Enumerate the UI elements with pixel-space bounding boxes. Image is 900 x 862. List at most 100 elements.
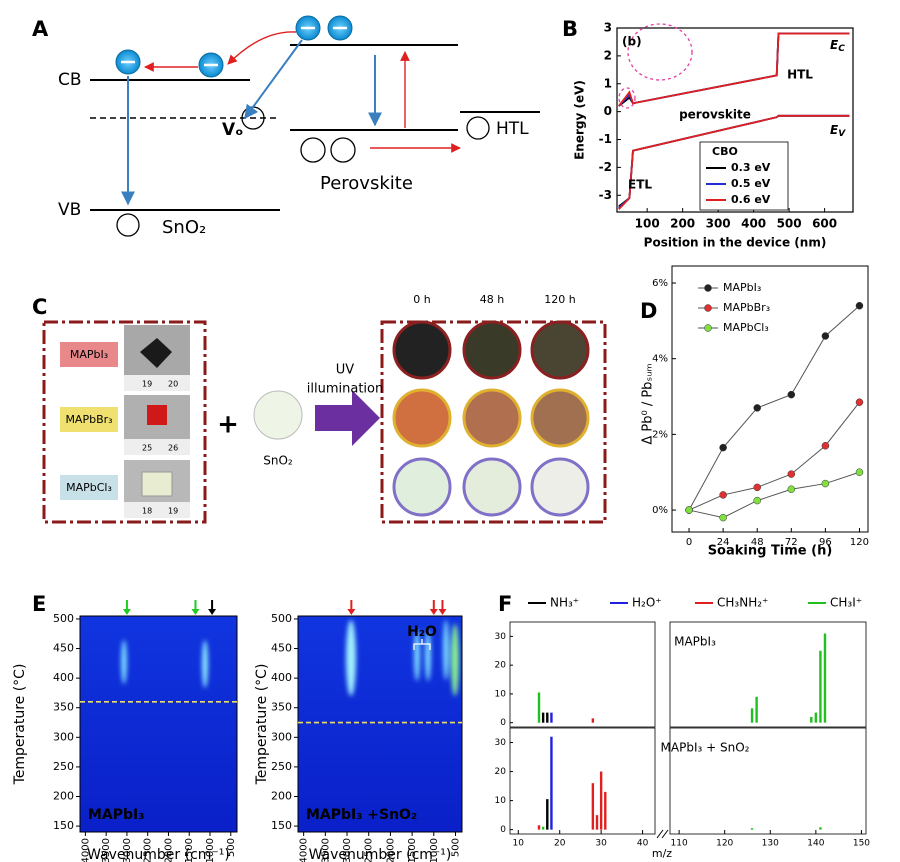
x-tick-label: 4000	[299, 838, 310, 862]
bar	[550, 712, 553, 723]
legend-label: MAPbI₃	[723, 281, 761, 294]
htl-label: HTL	[496, 119, 529, 139]
y-axis-label: Temperature (°C)	[12, 664, 28, 786]
y-tick-label: 2%	[652, 429, 668, 440]
plus: +	[217, 410, 239, 440]
x-tick-label: 1500	[407, 838, 418, 862]
legend-marker	[704, 304, 712, 312]
marker	[787, 390, 796, 399]
inset-outline	[618, 87, 636, 109]
marker	[719, 513, 727, 522]
legend-label: MAPbBr₃	[723, 301, 770, 314]
x-tick-label: 120	[716, 839, 733, 849]
bar	[550, 736, 553, 830]
x-tick-label: 300	[706, 217, 731, 231]
panel-label: B	[562, 17, 578, 41]
line	[688, 401, 860, 511]
panel-label: C	[32, 295, 47, 319]
y-tick-label: 30	[495, 738, 507, 748]
bar	[814, 712, 818, 723]
x-axis-label: Soaking Time (h)	[708, 544, 833, 559]
y-tick-label: 350	[271, 701, 292, 714]
bar	[546, 712, 549, 723]
x-tick-label: 3000	[122, 838, 133, 862]
x-tick-label: 40	[637, 839, 649, 849]
y-tick-label: 250	[271, 760, 292, 773]
legend-label: H₂O⁺	[632, 596, 662, 610]
x-tick-label: 30	[595, 839, 607, 849]
x-tick-label: 72	[785, 537, 798, 548]
plot-frame	[669, 621, 867, 728]
y-axis-label: Δ Pb⁰ / Pbₛᵤₘ	[641, 363, 656, 444]
time-label: 48 h	[480, 293, 504, 306]
x-tick-label: 120	[850, 537, 869, 548]
ruler-label: 26	[168, 444, 178, 453]
y-tick-label: 10	[495, 689, 507, 699]
bar	[604, 791, 607, 830]
band-label: EC	[830, 38, 845, 54]
marker	[685, 506, 693, 514]
line	[618, 32, 850, 107]
band-label-main: E	[830, 123, 839, 137]
bar	[755, 696, 758, 723]
subplot-label: MAPbI₃	[674, 635, 716, 649]
x-tick-label: 150	[853, 839, 870, 849]
ruler-label: 19	[142, 380, 152, 389]
y-tick-label: 2	[604, 48, 612, 62]
peak-arrow	[208, 600, 217, 615]
legend-label: 0.3 eV	[731, 161, 771, 174]
ruler-label: 20	[168, 380, 178, 389]
plot-frame	[509, 727, 656, 835]
sample-label: MAPbI₃ +SnO₂	[306, 807, 417, 823]
ruler-label: 25	[142, 444, 152, 453]
y-tick-label: 20	[495, 767, 507, 777]
inset-outline	[627, 23, 693, 81]
x-tick-label: 3500	[320, 838, 331, 862]
panel-a	[90, 15, 540, 237]
plot-frame	[616, 27, 854, 213]
peak-arrow	[438, 600, 447, 615]
x-tick-label: 20	[554, 839, 566, 849]
vb-label: VB	[58, 200, 81, 220]
x-tick-label: 0	[686, 537, 692, 548]
sample-label: MAPbCl₃	[66, 481, 112, 494]
region-label: HTL	[787, 68, 813, 82]
sample-label: MAPbI₃	[88, 807, 144, 823]
band-label: EV	[830, 123, 846, 139]
x-tick-label: 3500	[101, 838, 112, 862]
peak-arrow	[122, 600, 131, 615]
y-tick-label: 200	[53, 789, 74, 802]
y-tick-label: 150	[53, 819, 74, 832]
marker	[855, 468, 864, 476]
plot-frame	[671, 265, 869, 533]
bar	[819, 827, 822, 830]
annotation: H₂O	[407, 624, 437, 640]
bar	[810, 716, 813, 723]
x-tick-label: 110	[671, 839, 688, 849]
x-tick-label: 130	[762, 839, 779, 849]
plot-frame	[509, 621, 656, 728]
marker	[821, 441, 830, 450]
legend-marker	[704, 284, 712, 292]
band-label-main: E	[830, 38, 839, 52]
line	[618, 32, 850, 107]
panel-label: D	[640, 299, 657, 323]
legend-label: CH₃NH₂⁺	[717, 596, 768, 610]
legend-title: CBO	[712, 145, 738, 158]
bar	[591, 783, 595, 830]
marker	[719, 491, 727, 499]
bar	[537, 825, 541, 830]
y-tick-label: 300	[271, 730, 292, 743]
legend-label: 0.5 eV	[731, 177, 771, 190]
legend-label: CH₃I⁺	[830, 596, 862, 610]
marker	[719, 443, 727, 452]
x-tick-label: 96	[819, 537, 832, 548]
sno2-label: SnO₂	[263, 454, 293, 468]
legend-label: NH₃⁺	[550, 596, 579, 610]
x-tick-label: 140	[807, 839, 824, 849]
y-tick-label: 10	[495, 796, 507, 806]
ruler-label: 18	[142, 507, 152, 516]
y-tick-label: 30	[495, 632, 507, 642]
marker	[753, 404, 761, 412]
marker	[753, 496, 761, 505]
